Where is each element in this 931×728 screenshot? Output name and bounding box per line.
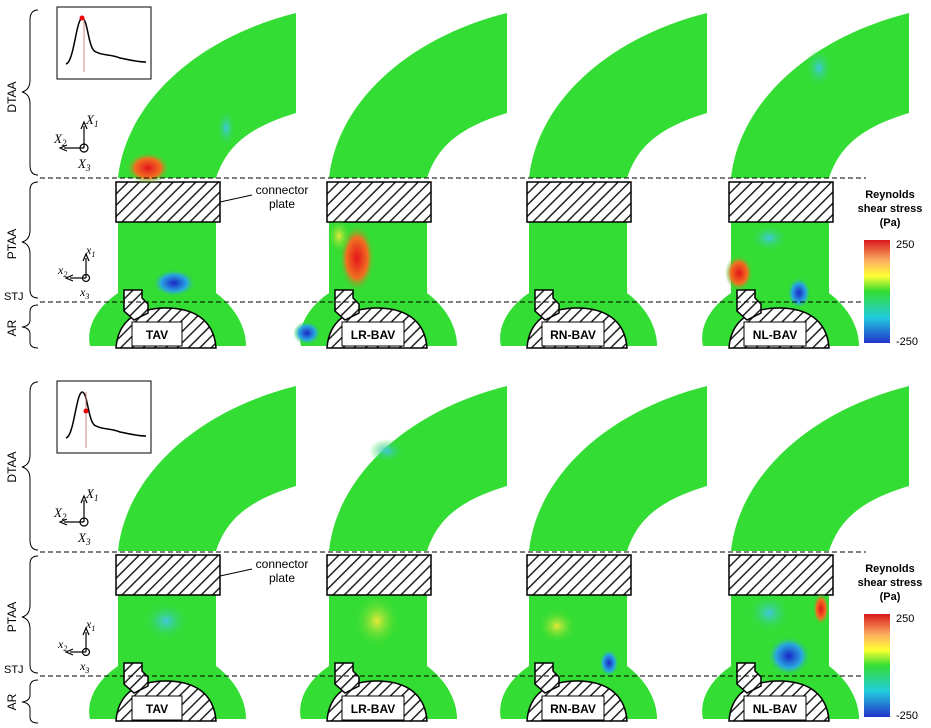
svg-text:NL-BAV: NL-BAV bbox=[753, 702, 797, 716]
svg-text:RN-BAV: RN-BAV bbox=[550, 328, 596, 342]
valve-label-lr-bav-lower: LR-BAV bbox=[341, 695, 405, 721]
local-axes-upper bbox=[64, 252, 91, 283]
svg-text:TAV: TAV bbox=[146, 328, 168, 342]
aorta-lr-bav-lower bbox=[299, 385, 508, 722]
connector-label-lower: connector plate bbox=[256, 557, 309, 585]
aorta-tav-upper bbox=[88, 12, 297, 349]
aorta-tav-lower bbox=[88, 385, 297, 722]
axis-X2-lower: X2 bbox=[53, 505, 67, 522]
waveform-inset-upper bbox=[56, 6, 152, 80]
waveform-inset-lower bbox=[56, 380, 152, 454]
axis-X1-upper: X1 bbox=[85, 112, 98, 129]
label-dtaa-upper: DTAA bbox=[5, 81, 19, 112]
axis-x1-upper: x1 bbox=[85, 243, 95, 259]
connector-leader-lower bbox=[219, 568, 253, 577]
global-axes-upper bbox=[58, 120, 89, 153]
svg-text:NL-BAV: NL-BAV bbox=[753, 328, 797, 342]
valve-label-lr-bav-upper: LR-BAV bbox=[341, 321, 405, 347]
colorbar-upper: Reynolds shear stress (Pa) 250 -250 bbox=[858, 189, 923, 348]
svg-text:RN-BAV: RN-BAV bbox=[550, 702, 596, 716]
region-braces-upper bbox=[21, 9, 39, 349]
aorta-rn-bav-upper bbox=[499, 12, 708, 349]
axis-x3-lower: x3 bbox=[79, 659, 89, 675]
valve-label-rn-bav-lower: RN-BAV bbox=[541, 695, 605, 721]
aorta-nl-bav-lower bbox=[701, 385, 910, 722]
axis-X3-upper: X3 bbox=[77, 156, 91, 173]
lower-panel: DTAA PTAA STJ AR X1 X2 X3 x1 x2 x3 bbox=[4, 380, 923, 724]
axis-x3-upper: x3 bbox=[79, 285, 89, 301]
aorta-nl-bav-upper bbox=[701, 12, 910, 349]
axis-x1-lower: x1 bbox=[85, 617, 95, 633]
colorbar-max-lower: 250 bbox=[896, 613, 914, 625]
valve-label-rn-bav-upper: RN-BAV bbox=[541, 321, 605, 347]
valve-label-tav-upper: TAV bbox=[131, 321, 183, 347]
label-ptaa-lower: PTAA bbox=[5, 602, 19, 632]
colorbar-min-lower: -250 bbox=[896, 710, 918, 722]
label-dtaa-lower: DTAA bbox=[5, 451, 19, 482]
aorta-rn-bav-lower bbox=[499, 385, 708, 722]
svg-text:LR-BAV: LR-BAV bbox=[351, 328, 395, 342]
label-ar-upper: AR bbox=[5, 319, 19, 336]
label-ar-lower: AR bbox=[5, 693, 19, 710]
connector-label-upper: connector plate bbox=[256, 183, 309, 211]
aorta-lr-bav-upper bbox=[293, 12, 508, 349]
valve-label-nl-bav-upper: NL-BAV bbox=[743, 321, 807, 347]
global-axes-lower bbox=[58, 494, 89, 527]
axis-x2-upper: x2 bbox=[57, 263, 67, 279]
svg-text:LR-BAV: LR-BAV bbox=[351, 702, 395, 716]
colorbar-max-upper: 250 bbox=[896, 239, 914, 251]
label-stj-upper: STJ bbox=[4, 291, 24, 303]
upper-panel: DTAA PTAA STJ AR X1 X2 X3 x1 x2 x3 bbox=[4, 6, 923, 349]
axis-x2-lower: x2 bbox=[57, 637, 67, 653]
connector-leader-upper bbox=[219, 194, 253, 203]
valve-label-nl-bav-lower: NL-BAV bbox=[743, 695, 807, 721]
axis-X3-lower: X3 bbox=[77, 530, 91, 547]
local-axes-lower bbox=[64, 626, 91, 657]
colorbar-min-upper: -250 bbox=[896, 336, 918, 348]
valve-label-tav-lower: TAV bbox=[131, 695, 183, 721]
label-stj-lower: STJ bbox=[4, 664, 24, 676]
svg-text:TAV: TAV bbox=[146, 702, 168, 716]
region-braces-lower bbox=[21, 381, 39, 724]
colorbar-lower: Reynolds shear stress (Pa) 250 -250 bbox=[858, 563, 923, 722]
axis-X2-upper: X2 bbox=[53, 131, 67, 148]
label-ptaa-upper: PTAA bbox=[5, 229, 19, 259]
axis-X1-lower: X1 bbox=[85, 486, 98, 503]
